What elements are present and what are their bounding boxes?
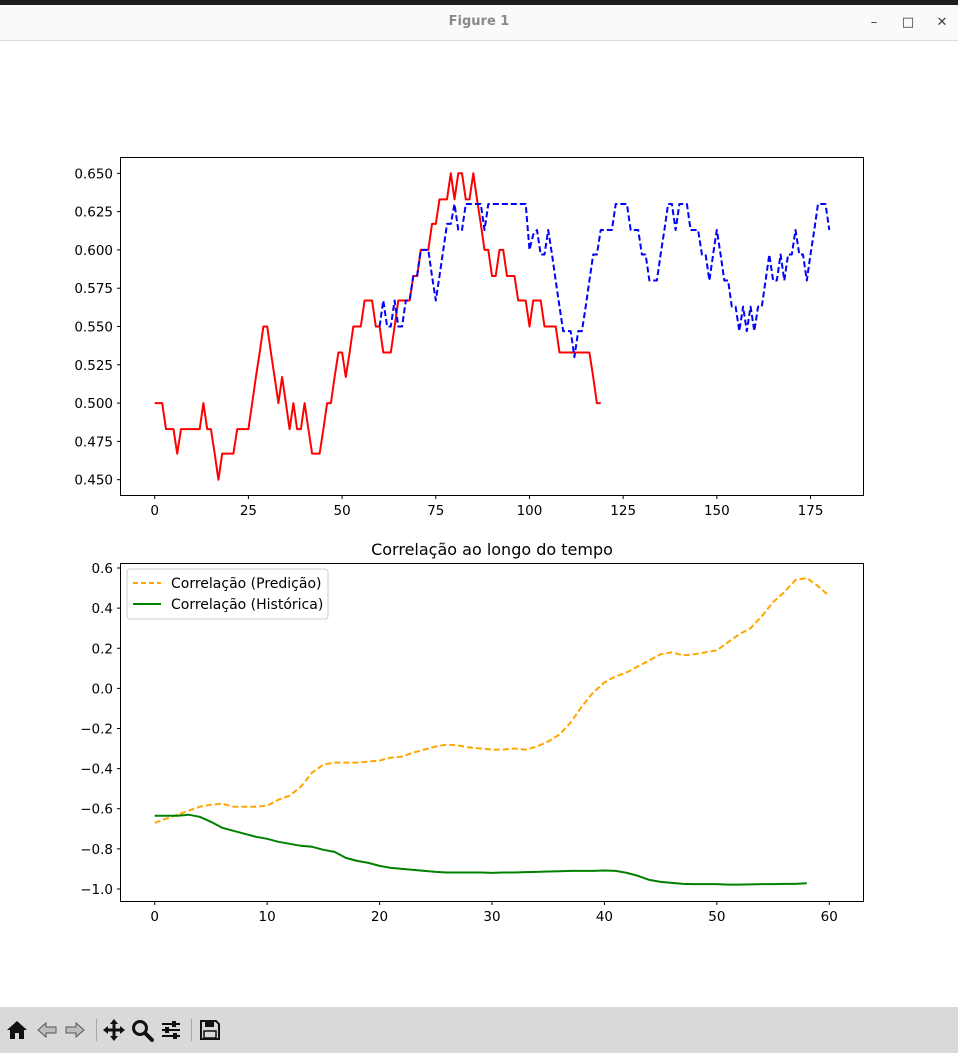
price-chart-ytick-label: 0.550 [74, 320, 113, 336]
price-chart-xtick-label: 75 [427, 503, 444, 519]
price-chart-xtick-label: 25 [240, 503, 257, 519]
legend-historical-label: Correlação (Histórica) [171, 597, 323, 613]
correlation-chart-ytick-label: 0.6 [92, 561, 113, 577]
zoom-icon [132, 1020, 154, 1042]
price-chart-xtick-label: 125 [610, 503, 636, 519]
correlation-chart-ytick-label: −1.0 [80, 882, 113, 898]
correlation-chart-xtick-label: 20 [371, 909, 388, 925]
price-chart-series-1-line [378, 203, 831, 359]
save-icon [200, 1020, 220, 1040]
navigation-toolbar [0, 1007, 958, 1053]
correlation-chart-title: Correlação ao longo do tempo [371, 540, 613, 559]
back-button[interactable] [34, 1017, 60, 1043]
price-chart-ytick-label: 0.500 [74, 396, 113, 412]
home-button[interactable] [4, 1017, 30, 1043]
correlation-chart-xtick-label: 50 [708, 909, 725, 925]
correlation-chart-ytick-label: −0.6 [80, 802, 113, 818]
price-chart-ytick-label: 0.625 [74, 205, 113, 221]
zoom-button[interactable] [129, 1017, 155, 1043]
legend-box [126, 568, 329, 620]
pan-button[interactable] [101, 1017, 127, 1043]
correlation-chart-xtick-label: 0 [150, 909, 159, 925]
correlation-chart: Correlação ao longo do tempo 0 10 20 30 40 50… [80, 540, 864, 925]
configure-subplots-icon [162, 1021, 180, 1039]
close-button[interactable]: ✕ [936, 15, 948, 30]
correlation-chart-ytick-label: 0.2 [92, 641, 113, 657]
price-chart-ytick-label: 0.475 [74, 434, 113, 450]
minimize-button[interactable]: – [870, 15, 878, 30]
price-chart-ytick-label: 0.525 [74, 358, 113, 374]
correlation-chart-ytick-label: 0.0 [92, 681, 113, 697]
window-titlebar: Figure 1 – □ ✕ [0, 5, 958, 41]
price-chart-xtick-label: 100 [517, 503, 543, 519]
correlation-chart-ytick-label: −0.2 [80, 721, 113, 737]
correlation-chart-xtick-label: 60 [821, 909, 838, 925]
legend-prediction-label: Correlação (Predição) [171, 576, 321, 592]
price-chart-frame [120, 157, 864, 496]
correlation-chart-ytick-label: −0.4 [80, 762, 113, 778]
correlation-chart-series-1-line [154, 813, 807, 886]
correlation-chart-xtick-label: 10 [259, 909, 276, 925]
toolbar-separator [96, 1019, 97, 1041]
correlation-chart-xtick-label: 30 [483, 909, 500, 925]
price-chart-ytick-label: 0.600 [74, 243, 113, 259]
home-icon [7, 1021, 27, 1039]
save-button[interactable] [197, 1017, 223, 1043]
pan-icon [103, 1019, 125, 1041]
price-chart-series-0-line [154, 172, 601, 481]
correlation-chart-ytick-label: −0.8 [80, 842, 113, 858]
screen-top-strip [0, 0, 958, 5]
correlation-chart-frame [120, 563, 864, 902]
legend: Correlação (Predição) Correlação (Histór… [126, 568, 329, 620]
price-chart-ytick-label: 0.450 [74, 473, 113, 489]
toolbar-separator [191, 1019, 192, 1041]
price-chart-xtick-label: 175 [798, 503, 824, 519]
price-chart-ytick-label: 0.650 [74, 166, 113, 182]
figure-canvas: 0 25 50 75 100 125 150 175 0.450 0.475 0.500 0.525 0… [0, 42, 958, 1007]
forward-icon [65, 1021, 85, 1039]
forward-button[interactable] [62, 1017, 88, 1043]
correlation-chart-ytick-label: 0.4 [92, 601, 113, 617]
correlation-chart-xtick-label: 40 [596, 909, 613, 925]
price-chart: 0 25 50 75 100 125 150 175 0.450 0.475 0.500 0.525 0… [74, 157, 864, 519]
configure-subplots-button[interactable] [158, 1017, 184, 1043]
price-chart-xtick-label: 150 [704, 503, 730, 519]
price-chart-xtick-label: 0 [150, 503, 159, 519]
price-chart-ytick-label: 0.575 [74, 281, 113, 297]
back-icon [37, 1021, 57, 1039]
maximize-button[interactable]: □ [901, 15, 915, 30]
price-chart-xtick-label: 50 [334, 503, 351, 519]
window-title: Figure 1 [448, 14, 510, 29]
